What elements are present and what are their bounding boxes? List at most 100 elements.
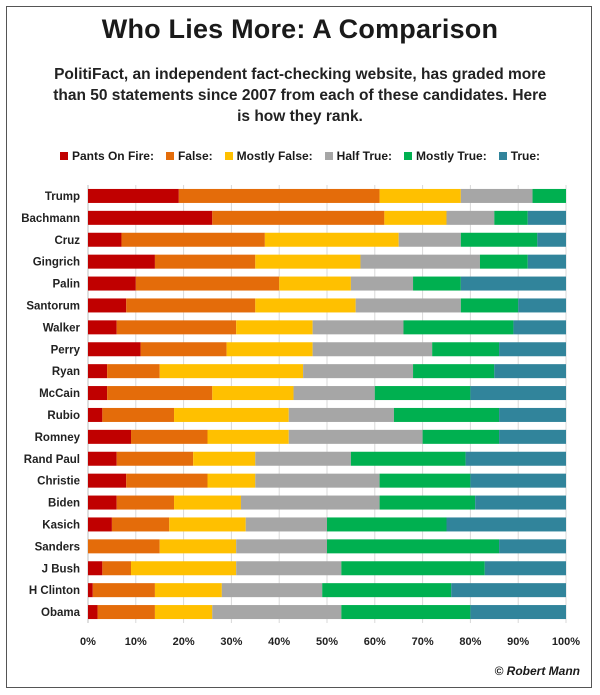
bar-segment [88,561,103,576]
bar-segment [422,429,500,444]
bar-segment [212,210,385,225]
bar-segment [116,451,194,466]
x-tick-label: 100% [552,636,580,648]
legend-swatch [404,152,413,160]
bar-segment [221,583,323,598]
bar-segment [140,342,227,357]
chart-subtitle: PolitiFact, an independent fact-checking… [53,66,547,125]
bar-segment [107,386,213,401]
legend-label: True: [510,149,541,163]
bar-segment [88,210,213,225]
legend-label: False: [177,149,213,163]
legend-label: Mostly True: [416,149,487,163]
bar-segment [88,517,112,532]
bar-segment [479,254,528,269]
bar-segment [413,276,461,291]
x-tick-label: 80% [459,636,481,648]
category-label: Biden [48,498,80,510]
chart-title: Who Lies More: A Comparison [101,14,499,44]
category-label: H Clinton [29,585,80,597]
bar-segment [499,429,566,444]
bar-segment [475,495,566,510]
bar-segment [312,342,433,357]
bar-segment [212,386,294,401]
legend-item: Half True: [324,149,392,163]
bar-segment [393,407,500,422]
bar-segment [470,473,566,488]
bar-segment [102,407,175,422]
bar-segment [88,386,108,401]
legend-swatch [324,152,333,160]
category-label: Rand Paul [24,454,80,466]
bar-segment [207,473,256,488]
bar-segment [379,188,461,203]
bar-segment [470,605,566,620]
bar-segment [97,605,155,620]
bar-segment [255,254,361,269]
bar-segment [88,429,132,444]
bar-segment [499,342,566,357]
bar-segment [193,451,256,466]
bar-segment [88,583,93,598]
category-label: J Bush [42,563,80,575]
bar-segment [374,386,471,401]
bar-segment [322,583,452,598]
chart-legend: Pants On Fire: False: Mostly False: Half Tr… [0,149,600,163]
bar-segment [126,298,256,313]
bar-segment [384,210,447,225]
legend-swatch [498,152,507,160]
bar-segment [92,583,155,598]
x-tick-label: 20% [173,636,195,648]
legend-item: Mostly True: [404,149,487,163]
bar-segment [460,276,566,291]
x-tick-label: 10% [125,636,147,648]
category-label: Trump [45,191,80,203]
bar-segment [465,451,566,466]
bar-segment [446,210,495,225]
legend-item: False: [165,149,213,163]
bar-segment [279,276,351,291]
legend-item: True: [498,149,541,163]
x-tick-label: 60% [364,636,386,648]
bar-segment [518,298,566,313]
category-label: Perry [51,344,81,356]
bar-segment [88,407,103,422]
bar-segment [116,320,237,335]
bar-segment [88,539,160,554]
legend-swatch [224,152,233,160]
category-label: Palin [53,279,80,291]
bar-segment [341,561,485,576]
category-label: Cruz [54,235,80,247]
bar-segment [513,320,566,335]
bar-segment [460,188,533,203]
bar-segment [88,495,117,510]
bar-segment [159,539,237,554]
bar-segment [154,583,222,598]
category-label: Santorum [26,300,80,312]
bar-segment [494,364,566,379]
category-label: Ryan [52,366,80,378]
bar-segment [116,495,175,510]
bar-segment [240,495,380,510]
bar-segment [88,254,155,269]
legend-label: Mostly False: [236,149,313,163]
bar-segment [312,320,404,335]
category-label: McCain [39,388,80,400]
x-tick-label: 0% [80,636,96,648]
bar-segment [403,320,514,335]
bar-segment [398,232,461,247]
bar-segment [126,473,208,488]
bar-segment [102,561,132,576]
bar-segment [169,517,246,532]
bar-segment [88,473,127,488]
bar-segment [379,495,476,510]
bar-segment [470,386,566,401]
x-tick-label: 40% [268,636,290,648]
x-tick-label: 30% [220,636,242,648]
category-label: Obama [41,607,81,619]
bar-segment [494,210,528,225]
bar-segment [288,407,394,422]
bar-segment [255,473,380,488]
bar-segment [178,188,380,203]
